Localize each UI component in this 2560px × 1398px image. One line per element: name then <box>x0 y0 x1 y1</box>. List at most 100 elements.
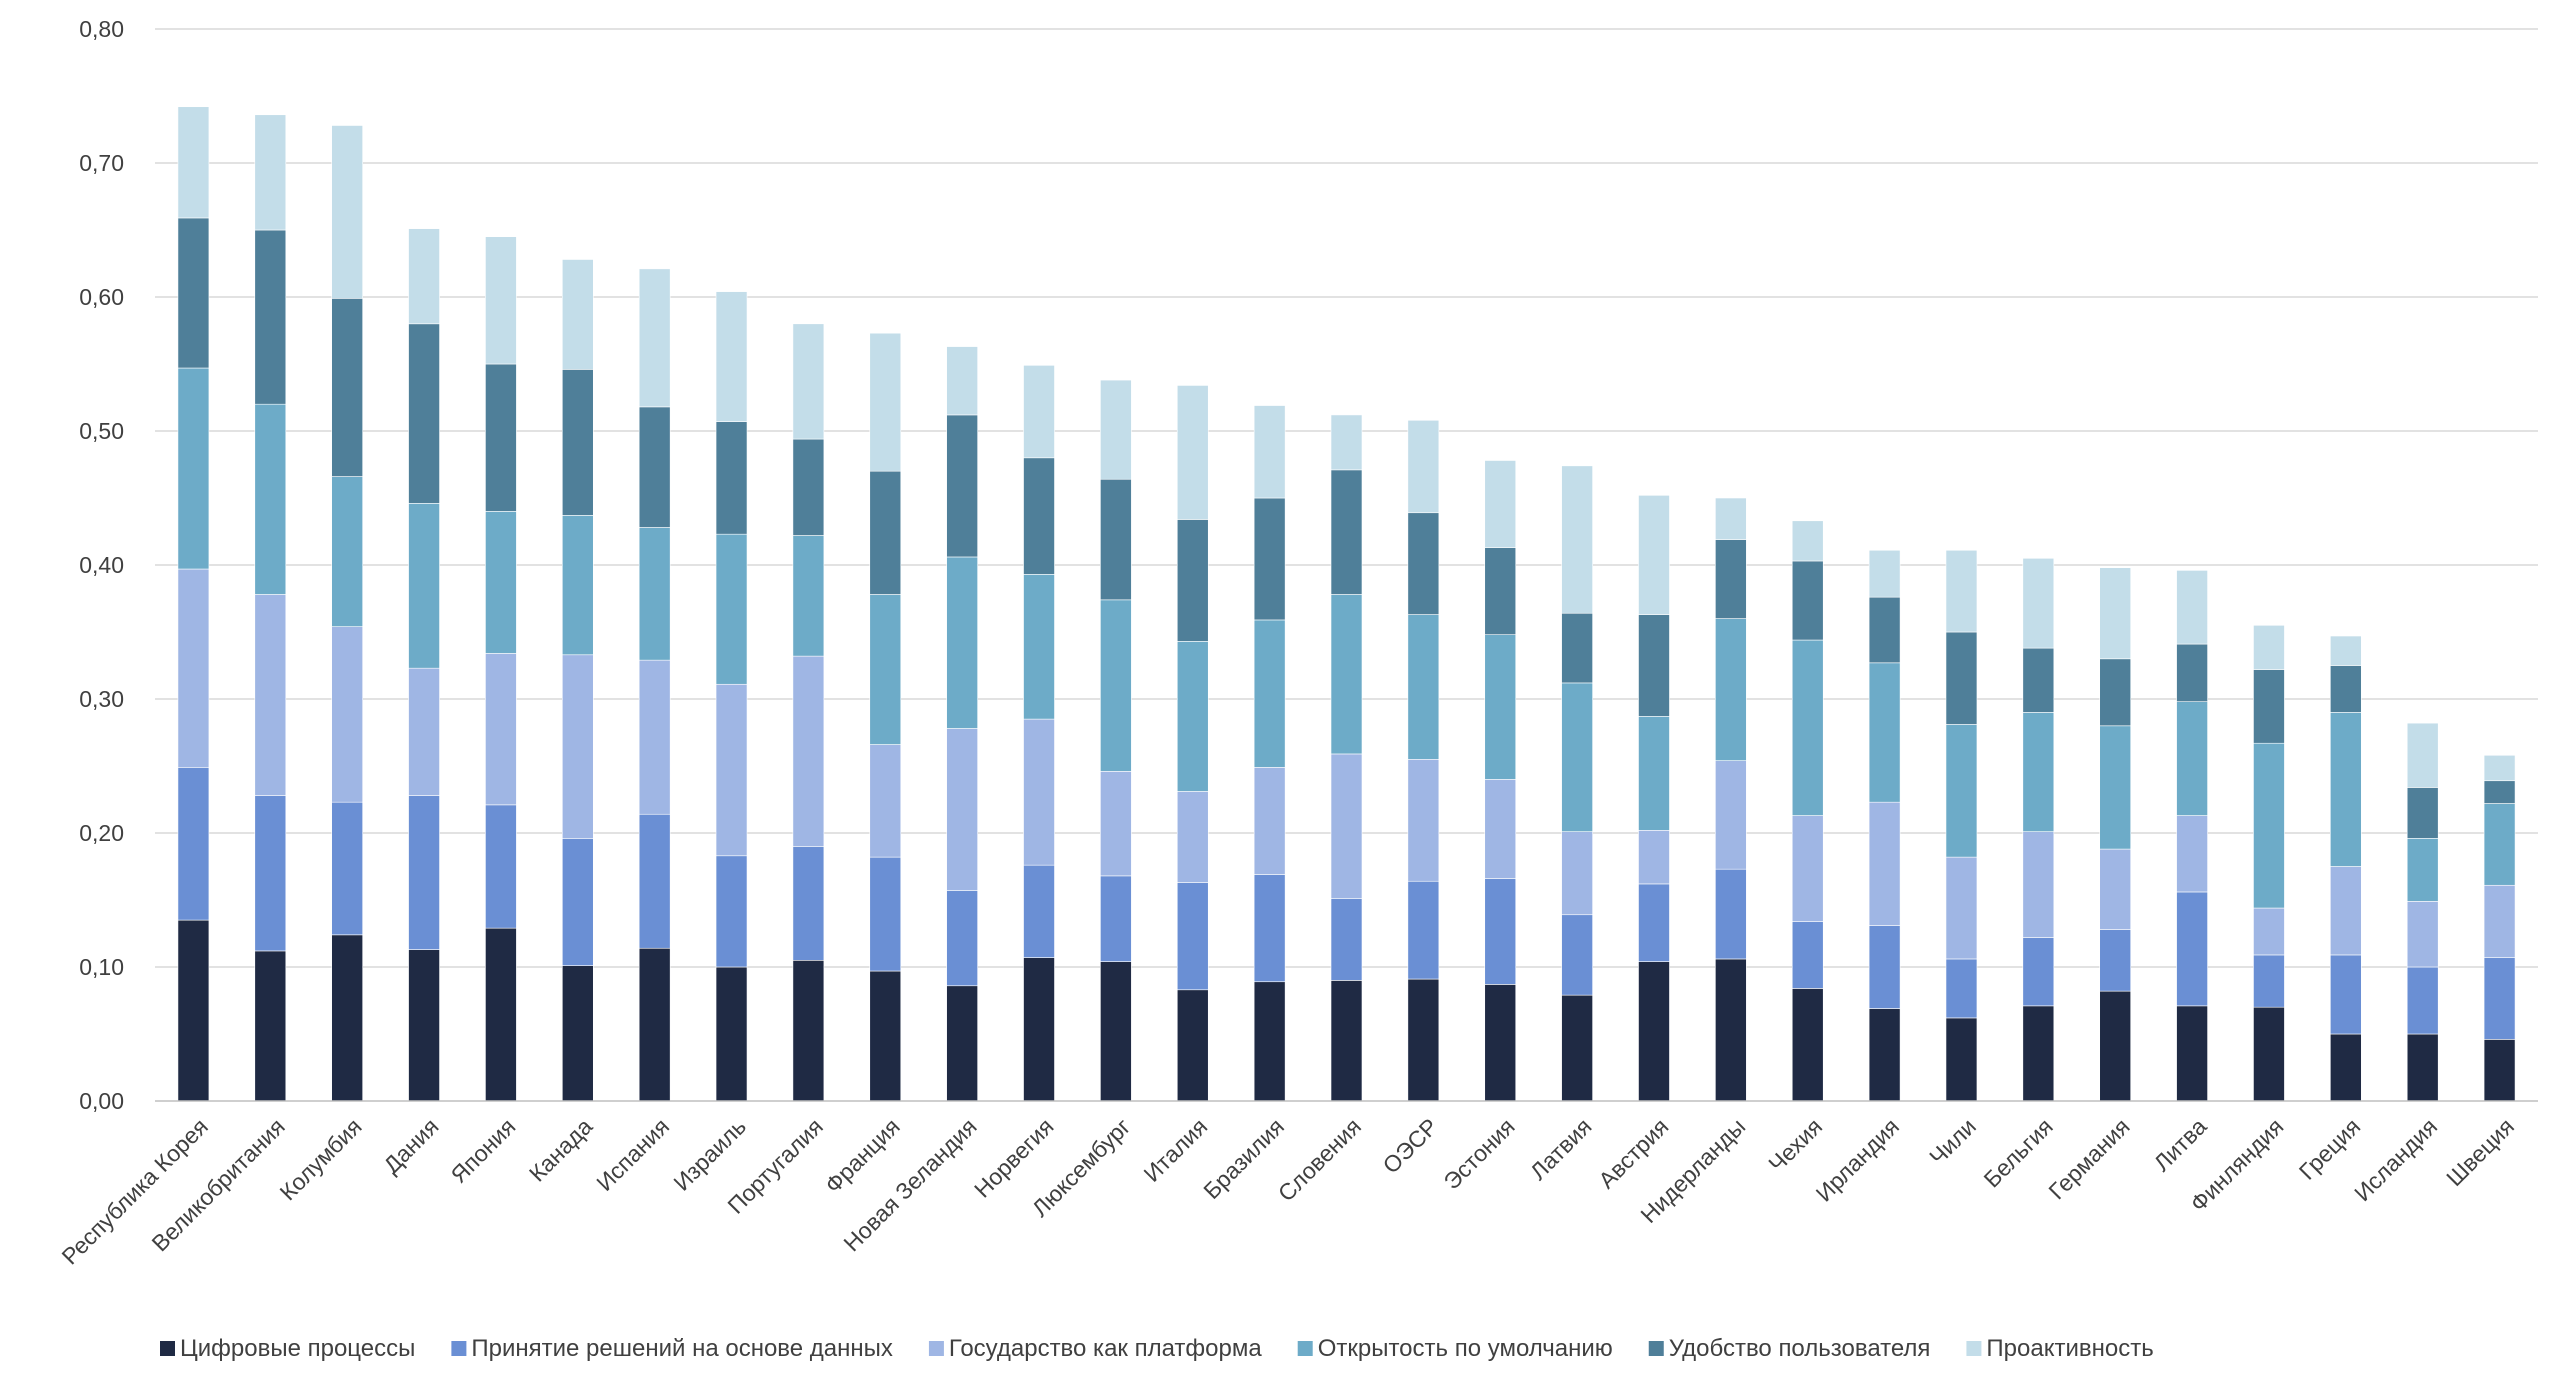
bar-segment <box>1561 465 1593 614</box>
bar-segment <box>2099 848 2132 930</box>
bar-segment <box>792 846 825 961</box>
x-tick-label: Чили <box>1924 1113 1981 1170</box>
bar-segment <box>2406 787 2439 839</box>
bar-segment <box>1561 682 1593 832</box>
bar-segment <box>1715 497 1747 540</box>
legend-swatch <box>451 1341 467 1356</box>
bar-segment <box>177 106 210 219</box>
bar-segment <box>638 659 671 815</box>
bar-segment <box>2099 725 2132 850</box>
bar-segment <box>1715 868 1747 960</box>
bar-segment <box>715 421 748 535</box>
bar-segment <box>1791 560 1824 641</box>
x-tick-label: Латвия <box>1525 1113 1597 1185</box>
x-tick-label: Германия <box>2043 1113 2134 1204</box>
bar-segment <box>1638 495 1670 615</box>
bar-segment <box>2176 815 2208 893</box>
bar-segment <box>2022 557 2055 649</box>
bar-segment <box>1561 994 1593 1102</box>
bar-segment <box>331 476 363 627</box>
bar-segment <box>408 323 440 504</box>
bar-segment <box>2330 954 2362 1035</box>
bar-segment <box>1561 914 1593 996</box>
y-tick-label: 0,00 <box>79 1088 124 1114</box>
bar-segment <box>254 114 287 231</box>
bar-segment <box>1638 716 1670 831</box>
bar-segment <box>792 655 825 847</box>
bar-segment <box>946 890 978 987</box>
bar-segment <box>254 403 287 595</box>
bar-segment <box>1791 921 1824 989</box>
bar-segment <box>1253 767 1286 875</box>
bar-segment <box>1330 753 1363 899</box>
bar-segment <box>715 966 748 1102</box>
bar-segment <box>408 228 440 325</box>
legend-label: Цифровые процессы <box>180 1335 415 1362</box>
y-tick-label: 0,40 <box>79 552 124 578</box>
bar-segment <box>331 125 363 299</box>
bar-segment <box>177 367 210 570</box>
bar-segment <box>2483 754 2516 782</box>
bar-segment <box>177 568 210 768</box>
bar-segment <box>1100 599 1132 772</box>
bar-segment <box>792 535 825 657</box>
x-tick-label: Австрия <box>1593 1113 1673 1193</box>
bar-segment <box>1407 978 1440 1102</box>
bars <box>177 106 2516 1102</box>
legend-label: Открытость по умолчанию <box>1318 1335 1613 1362</box>
x-tick-label: Великобритания <box>147 1113 290 1256</box>
x-tick-label: Литва <box>2149 1113 2212 1176</box>
bar-segment <box>1100 875 1132 962</box>
bar-segment <box>1638 830 1670 885</box>
x-tick-label: Испания <box>591 1113 674 1196</box>
bar-segment <box>1023 718 1055 866</box>
bar-segment <box>1484 634 1517 780</box>
x-tick-label: Греция <box>2294 1113 2366 1185</box>
x-tick-label: Республика Корея <box>57 1113 213 1269</box>
bar-segment <box>1100 961 1132 1102</box>
bar-segment <box>715 533 748 685</box>
bar-segment <box>1791 988 1824 1102</box>
bar-segment <box>561 259 594 370</box>
legend-swatch <box>1297 1341 1313 1356</box>
bar-segment <box>1407 512 1440 615</box>
bar-segment <box>2330 866 2362 956</box>
legend-swatch <box>1648 1341 1664 1356</box>
bar-segment <box>1023 457 1055 575</box>
bar-segment <box>408 503 440 669</box>
bar-segment <box>1945 724 1978 858</box>
bar-segment <box>2022 647 2055 713</box>
bar-segment <box>1945 856 1978 960</box>
bar-segment <box>1484 779 1517 879</box>
bar-segment <box>2483 957 2516 1040</box>
bar-segment <box>2099 929 2132 992</box>
bar-segment <box>1176 641 1209 792</box>
bar-segment <box>1330 980 1363 1102</box>
bar-segment <box>1023 864 1055 958</box>
y-tick-label: 0,80 <box>79 16 124 42</box>
bar-segment <box>561 515 594 656</box>
bar-segment <box>946 985 978 1102</box>
bar-segment <box>2099 567 2132 660</box>
bar-segment <box>1176 791 1209 883</box>
y-tick-label: 0,20 <box>79 820 124 846</box>
bar-segment <box>561 965 594 1102</box>
bar-segment <box>408 667 440 796</box>
bar-segment <box>1407 758 1440 882</box>
bar-segment <box>2330 635 2362 666</box>
y-tick-label: 0,50 <box>79 418 124 444</box>
bar-segment <box>2483 884 2516 958</box>
legend-swatch <box>1966 1341 1982 1356</box>
y-axis-tick-labels: 0,00 0,10 0,20 0,30 0,40 0,50 0,60 0,70 0,80 <box>79 16 124 1114</box>
bar-segment <box>331 626 363 803</box>
bar-segment <box>485 511 517 654</box>
x-tick-label: Чехия <box>1763 1113 1827 1177</box>
bar-segment <box>561 369 594 516</box>
bar-segment <box>254 950 287 1102</box>
bar-segment <box>869 594 902 745</box>
bar-segment <box>561 654 594 839</box>
bar-segment <box>869 970 902 1102</box>
bar-segment <box>1253 497 1286 621</box>
bar-segment <box>1791 815 1824 922</box>
